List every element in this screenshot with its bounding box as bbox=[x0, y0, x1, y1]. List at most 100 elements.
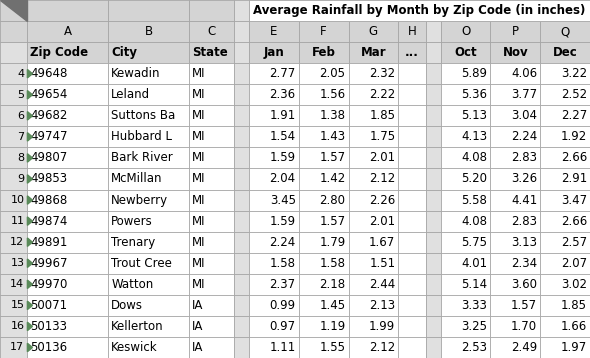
Bar bbox=[189, 295, 234, 316]
Bar bbox=[249, 211, 299, 232]
Bar bbox=[540, 84, 590, 105]
Text: 50133: 50133 bbox=[30, 320, 67, 333]
Text: 3.04: 3.04 bbox=[511, 109, 537, 122]
Bar bbox=[398, 84, 426, 105]
Text: Suttons Ba: Suttons Ba bbox=[112, 109, 176, 122]
Text: 2.57: 2.57 bbox=[561, 236, 587, 249]
Text: F: F bbox=[320, 25, 327, 38]
Bar bbox=[398, 253, 426, 274]
Bar bbox=[349, 189, 398, 211]
Bar bbox=[249, 105, 299, 126]
Bar bbox=[349, 0, 398, 21]
Bar bbox=[540, 295, 590, 316]
Bar bbox=[349, 42, 398, 63]
Bar bbox=[27, 189, 109, 211]
Text: 1.59: 1.59 bbox=[270, 151, 296, 164]
Bar bbox=[540, 63, 590, 84]
Bar bbox=[398, 337, 426, 358]
Bar bbox=[490, 169, 540, 189]
Bar bbox=[426, 337, 441, 358]
Bar bbox=[27, 105, 109, 126]
Bar bbox=[109, 253, 189, 274]
Text: 2.18: 2.18 bbox=[319, 278, 346, 291]
Bar bbox=[249, 42, 299, 63]
Bar bbox=[349, 63, 398, 84]
Bar bbox=[109, 105, 189, 126]
Text: 2.83: 2.83 bbox=[511, 151, 537, 164]
Text: MI: MI bbox=[192, 278, 206, 291]
Text: 4.13: 4.13 bbox=[461, 130, 487, 144]
Bar bbox=[426, 316, 441, 337]
Bar bbox=[109, 337, 189, 358]
Bar bbox=[299, 105, 349, 126]
Text: Trenary: Trenary bbox=[112, 236, 156, 249]
Bar bbox=[398, 21, 426, 42]
Bar bbox=[540, 337, 590, 358]
Text: 2.32: 2.32 bbox=[369, 67, 395, 80]
Text: 2.05: 2.05 bbox=[320, 67, 346, 80]
Bar bbox=[540, 126, 590, 147]
Bar bbox=[249, 232, 299, 253]
Bar bbox=[398, 274, 426, 295]
Bar bbox=[0, 105, 27, 126]
Bar bbox=[249, 126, 299, 147]
Bar bbox=[441, 337, 490, 358]
Text: 5.58: 5.58 bbox=[461, 194, 487, 207]
Bar bbox=[426, 84, 441, 105]
Text: 49891: 49891 bbox=[30, 236, 68, 249]
Bar bbox=[0, 232, 27, 253]
Polygon shape bbox=[27, 217, 32, 225]
Text: 5.14: 5.14 bbox=[461, 278, 487, 291]
Bar bbox=[189, 189, 234, 211]
Text: 15: 15 bbox=[11, 300, 24, 310]
Bar bbox=[27, 211, 109, 232]
Text: 49967: 49967 bbox=[30, 257, 68, 270]
Text: MI: MI bbox=[192, 130, 206, 144]
Bar bbox=[0, 189, 27, 211]
Bar bbox=[299, 232, 349, 253]
Bar bbox=[0, 0, 27, 21]
Bar bbox=[540, 274, 590, 295]
Bar bbox=[109, 169, 189, 189]
Text: MI: MI bbox=[192, 109, 206, 122]
Bar bbox=[189, 42, 234, 63]
Text: 1.58: 1.58 bbox=[270, 257, 296, 270]
Bar bbox=[27, 147, 109, 169]
Bar bbox=[441, 63, 490, 84]
Text: 2.04: 2.04 bbox=[270, 173, 296, 185]
Polygon shape bbox=[0, 0, 27, 21]
Bar bbox=[249, 295, 299, 316]
Text: C: C bbox=[208, 25, 216, 38]
Text: 2.24: 2.24 bbox=[511, 130, 537, 144]
Text: 2.66: 2.66 bbox=[560, 214, 587, 228]
Bar bbox=[441, 105, 490, 126]
Text: 1.57: 1.57 bbox=[511, 299, 537, 312]
Bar bbox=[349, 232, 398, 253]
Bar bbox=[426, 105, 441, 126]
Bar bbox=[189, 211, 234, 232]
Bar bbox=[189, 337, 234, 358]
Text: 49874: 49874 bbox=[30, 214, 68, 228]
Bar bbox=[426, 126, 441, 147]
Text: 13: 13 bbox=[11, 258, 24, 268]
Bar bbox=[540, 147, 590, 169]
Bar bbox=[441, 211, 490, 232]
Bar bbox=[27, 42, 109, 63]
Text: City: City bbox=[112, 46, 137, 59]
Polygon shape bbox=[27, 280, 32, 289]
Bar bbox=[490, 21, 540, 42]
Bar bbox=[234, 232, 249, 253]
Bar bbox=[490, 253, 540, 274]
Text: 1.79: 1.79 bbox=[319, 236, 346, 249]
Bar bbox=[426, 189, 441, 211]
Text: 4.01: 4.01 bbox=[461, 257, 487, 270]
Bar bbox=[441, 274, 490, 295]
Bar bbox=[426, 147, 441, 169]
Text: 1.43: 1.43 bbox=[319, 130, 346, 144]
Bar bbox=[109, 21, 189, 42]
Text: 5.75: 5.75 bbox=[461, 236, 487, 249]
Polygon shape bbox=[27, 112, 32, 120]
Text: 2.49: 2.49 bbox=[511, 341, 537, 354]
Text: Jan: Jan bbox=[264, 46, 284, 59]
Bar bbox=[109, 0, 189, 21]
